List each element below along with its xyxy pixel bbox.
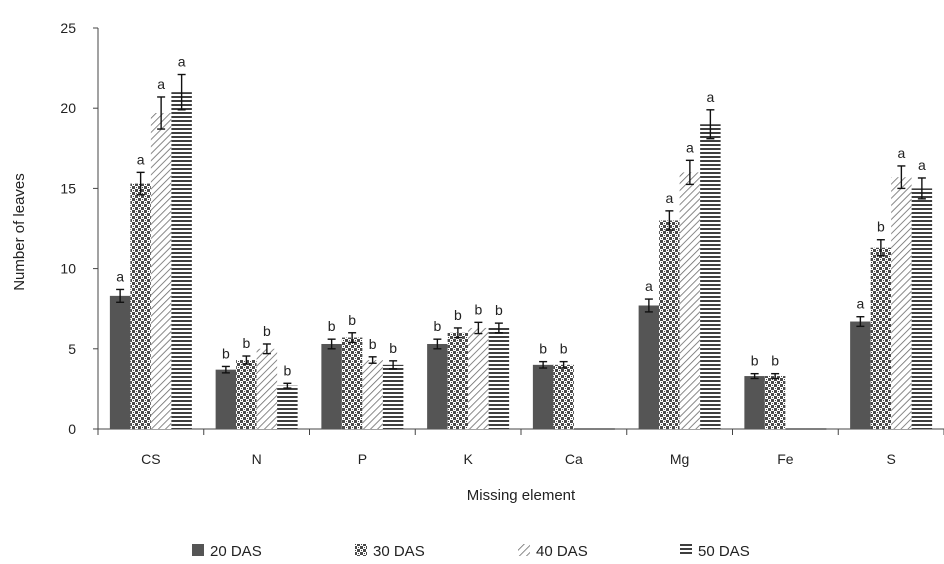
bar — [659, 220, 680, 429]
significance-letter: b — [454, 307, 462, 323]
x-tick-label: Ca — [565, 451, 583, 467]
significance-letter: b — [771, 353, 779, 369]
legend-label: 50 DAS — [698, 543, 750, 560]
bar — [382, 364, 404, 429]
x-axis: CS N P K Ca Mg Fe S — [97, 428, 944, 467]
significance-letter: a — [116, 268, 124, 284]
significance-letter: b — [877, 219, 885, 235]
bar — [362, 360, 383, 429]
significance-letter: a — [856, 296, 864, 312]
bar — [700, 124, 721, 430]
significance-letter: b — [348, 312, 356, 328]
bar — [679, 172, 701, 430]
significance-letter: a — [137, 151, 145, 167]
significance-letter: b — [283, 362, 291, 378]
y-axis-title: Number of leaves — [11, 173, 28, 291]
x-tick-label: Fe — [777, 451, 794, 467]
x-tick-label: N — [252, 451, 262, 467]
bar — [532, 364, 554, 429]
bar — [171, 92, 192, 429]
bar — [764, 376, 786, 429]
bar — [447, 332, 469, 429]
bar — [427, 343, 448, 429]
significance-letter: a — [706, 89, 714, 105]
significance-letter: a — [918, 157, 926, 173]
significance-letter: a — [665, 190, 673, 206]
significance-letter: b — [433, 318, 441, 334]
y-tick-label: 10 — [60, 261, 76, 277]
bar — [256, 348, 278, 429]
x-tick-label: Mg — [670, 451, 689, 467]
bar — [341, 337, 363, 429]
legend-label: 30 DAS — [373, 543, 425, 560]
bar — [870, 247, 892, 429]
bar — [891, 177, 912, 429]
bar — [277, 385, 298, 429]
significance-letter: a — [645, 278, 653, 294]
bar — [488, 327, 510, 429]
y-tick-label: 25 — [60, 20, 76, 36]
bar — [638, 305, 660, 429]
significance-letter: b — [560, 341, 568, 357]
legend: 20 DAS 30 DAS 40 DAS 50 DAS — [192, 543, 750, 560]
significance-letter: b — [539, 341, 547, 357]
bar — [150, 113, 172, 430]
significance-letter: b — [242, 335, 250, 351]
legend-swatch — [192, 544, 204, 556]
x-tick-label: CS — [141, 451, 160, 467]
bar — [468, 327, 489, 429]
bar — [109, 295, 131, 429]
significance-letter: b — [369, 336, 377, 352]
y-tick-label: 15 — [60, 180, 76, 196]
bars — [109, 92, 933, 430]
significance-letter: b — [495, 302, 503, 318]
legend-swatch — [518, 544, 530, 556]
bar — [744, 376, 765, 429]
legend-swatch — [355, 544, 367, 556]
x-tick-label: P — [358, 451, 367, 467]
bar — [236, 360, 257, 429]
y-tick-label: 0 — [68, 421, 76, 437]
bar — [130, 183, 151, 429]
significance-letter: b — [263, 323, 271, 339]
significance-letter: b — [389, 340, 397, 356]
significance-letter: b — [474, 301, 482, 317]
error-bars — [116, 73, 926, 389]
legend-label: 40 DAS — [536, 543, 588, 560]
y-tick-label: 5 — [68, 341, 76, 357]
y-tick-label: 20 — [60, 100, 76, 116]
significance-letter: a — [686, 139, 694, 155]
bar — [553, 364, 574, 429]
significance-letter: a — [897, 145, 905, 161]
bar — [850, 321, 871, 429]
significance-letter: a — [178, 54, 186, 70]
bar — [321, 343, 342, 429]
legend-label: 20 DAS — [210, 543, 262, 560]
bar — [215, 369, 237, 429]
significance-letter: b — [328, 318, 336, 334]
legend-swatch — [680, 544, 692, 556]
x-axis-title: Missing element — [467, 487, 576, 504]
x-tick-label: S — [886, 451, 895, 467]
y-axis: 0 5 10 15 20 25 — [60, 20, 99, 437]
significance-letter: b — [751, 353, 759, 369]
significance-letter: a — [157, 76, 165, 92]
x-tick-label: K — [463, 451, 473, 467]
significance-letter: b — [222, 345, 230, 361]
bar — [911, 188, 933, 429]
